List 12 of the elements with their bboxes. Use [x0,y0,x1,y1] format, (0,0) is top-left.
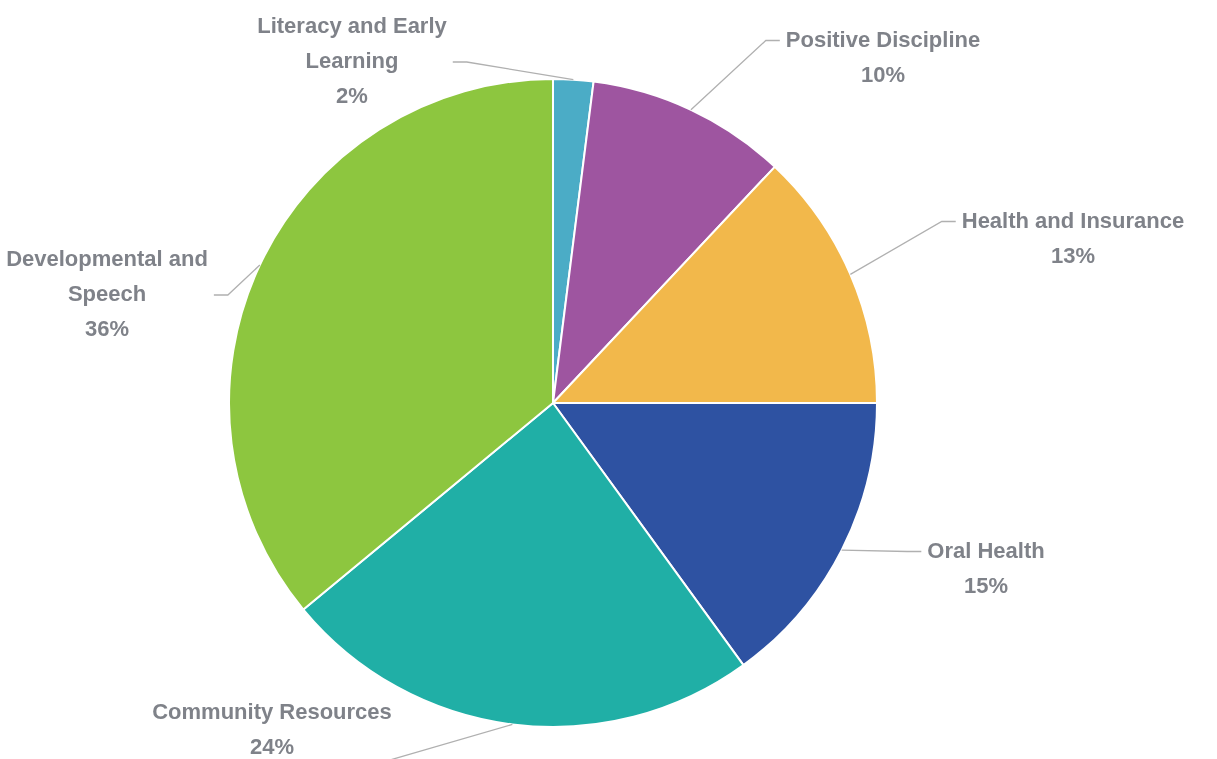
data-label: 10% [860,61,906,87]
slice-label: Oral Health [927,537,1045,563]
data-label: 24% [249,733,295,759]
data-label: 36% [84,316,130,342]
data-label: 15% [963,572,1009,598]
slice-label: Health and Insurance [961,207,1185,233]
data-label: 2% [336,83,368,109]
data-label: 13% [1050,242,1096,268]
slice-label: Developmental and Speech [6,246,208,307]
slice-label: Positive Discipline [785,26,981,52]
slice-label: Community Resources [152,698,392,724]
slice-label: Literacy and Early Learning [257,13,448,74]
